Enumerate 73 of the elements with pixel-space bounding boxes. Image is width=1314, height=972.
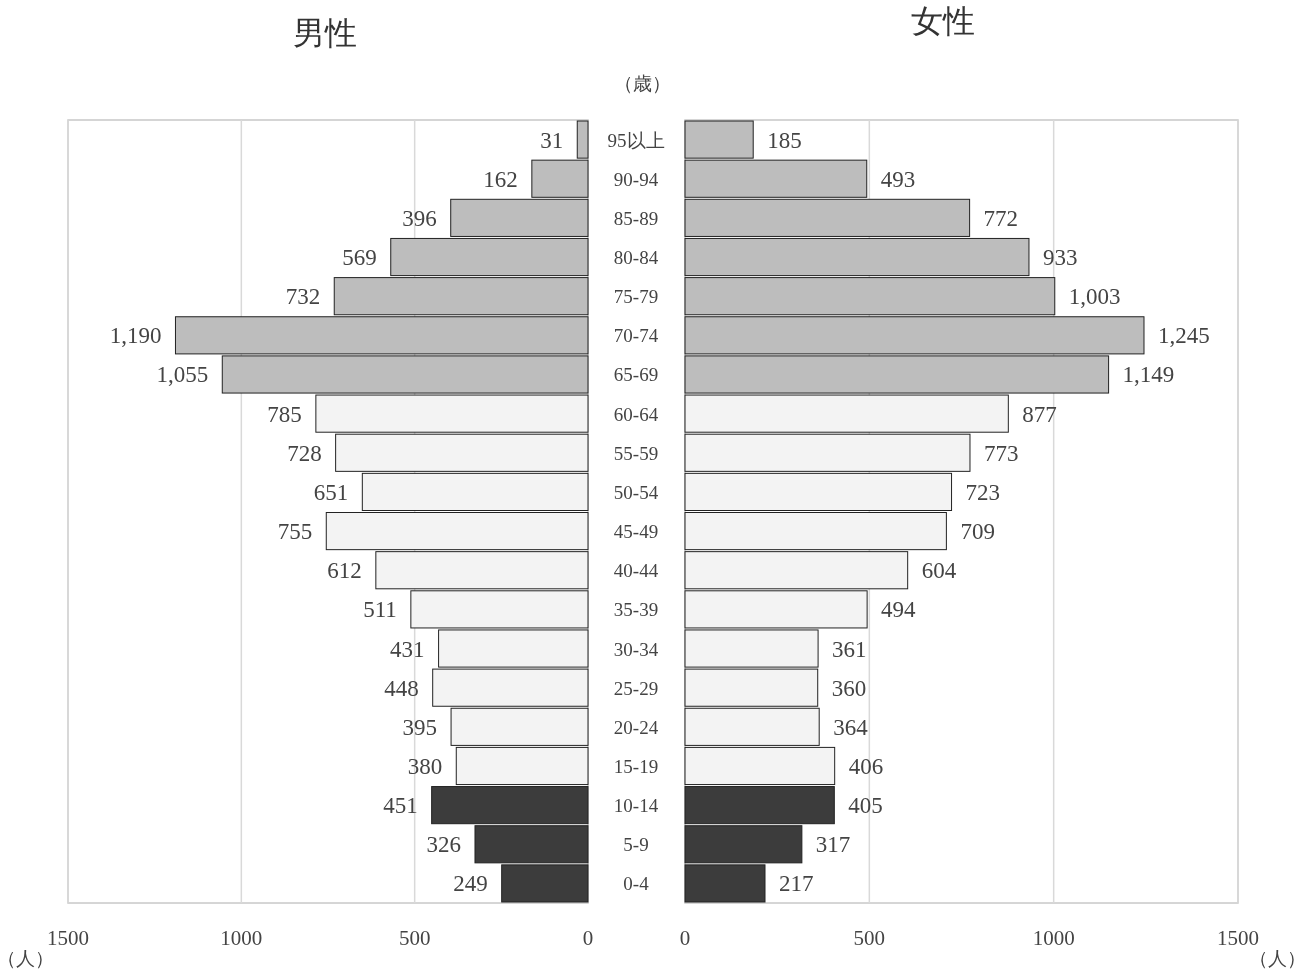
y-tick-label: 75-79 <box>613 286 659 308</box>
data-label: 732 <box>285 284 321 310</box>
x-tick-label: 0 <box>582 926 594 950</box>
y-tick-label: 10-14 <box>613 795 659 817</box>
x-tick-label: 1000 <box>1032 926 1075 950</box>
data-label: 31 <box>540 127 564 153</box>
y-tick-label: 65-69 <box>613 364 659 386</box>
data-label: 317 <box>815 832 851 858</box>
x-tick-label: 1500 <box>1217 926 1259 950</box>
data-label: 933 <box>1042 245 1078 271</box>
x-axis-title: （人） <box>1248 948 1306 969</box>
chart-title: 女性 <box>911 3 975 39</box>
y-tick-label: 30-34 <box>613 638 659 660</box>
y-tick-label: 70-74 <box>613 325 659 347</box>
y-tick-label: 20-24 <box>613 716 659 738</box>
data-label: 723 <box>965 479 1001 505</box>
y-tick-label: 40-44 <box>613 560 659 582</box>
y-tick-label: 90-94 <box>613 168 659 190</box>
y-tick-label: 55-59 <box>613 442 659 464</box>
data-label: 360 <box>831 675 867 701</box>
data-label: 396 <box>402 205 437 231</box>
data-label: 326 <box>426 832 461 858</box>
x-tick-label: 0 <box>679 926 691 950</box>
data-label: 395 <box>402 714 438 740</box>
y-tick-label: 50-54 <box>613 481 659 503</box>
y-axis-title: （歳） <box>613 73 671 94</box>
data-label: 185 <box>767 127 802 153</box>
x-tick-label: 500 <box>853 926 886 950</box>
x-axis-title: （人） <box>0 948 54 969</box>
x-tick-label: 1000 <box>220 926 263 950</box>
y-tick-label: 35-39 <box>613 599 659 621</box>
y-tick-label: 95以上 <box>607 129 665 151</box>
data-label: 361 <box>832 636 867 662</box>
data-label: 380 <box>407 753 443 779</box>
y-tick-label: 0-4 <box>623 873 650 895</box>
x-tick-label: 1500 <box>47 926 89 950</box>
data-label: 569 <box>342 245 377 271</box>
y-tick-label: 80-84 <box>613 247 659 269</box>
data-label: 604 <box>921 558 957 584</box>
data-label: 162 <box>483 166 518 192</box>
x-tick-label: 500 <box>398 926 431 950</box>
data-label: 773 <box>983 440 1019 466</box>
data-label: 217 <box>779 871 814 897</box>
y-tick-label: 45-49 <box>613 521 659 543</box>
y-tick-label: 60-64 <box>613 403 659 425</box>
y-tick-label: 85-89 <box>613 207 659 229</box>
data-label: 364 <box>833 714 869 740</box>
y-tick-label: 5-9 <box>623 834 649 856</box>
data-label: 1,245 <box>1157 323 1210 349</box>
data-label: 1,190 <box>109 323 162 349</box>
data-label: 1,003 <box>1068 284 1121 310</box>
data-label: 877 <box>1022 401 1057 427</box>
data-label: 494 <box>881 597 917 623</box>
data-label: 406 <box>848 753 884 779</box>
data-label: 451 <box>383 793 418 819</box>
data-label: 612 <box>327 558 362 584</box>
data-label: 511 <box>363 597 397 623</box>
data-label: 249 <box>453 871 488 897</box>
data-label: 1,055 <box>156 362 209 388</box>
chart-title: 男性 <box>293 15 357 51</box>
data-label: 728 <box>287 440 322 466</box>
data-label: 493 <box>880 166 916 192</box>
data-label: 651 <box>313 479 349 505</box>
data-label: 785 <box>267 401 302 427</box>
data-label: 755 <box>277 519 313 545</box>
data-label: 709 <box>960 519 995 545</box>
data-label: 1,149 <box>1122 362 1175 388</box>
data-label: 772 <box>983 205 1019 231</box>
y-tick-label: 25-29 <box>613 677 659 699</box>
data-label: 448 <box>384 675 419 701</box>
y-tick-label: 15-19 <box>613 755 659 777</box>
data-label: 431 <box>390 636 425 662</box>
data-label: 405 <box>848 793 883 819</box>
